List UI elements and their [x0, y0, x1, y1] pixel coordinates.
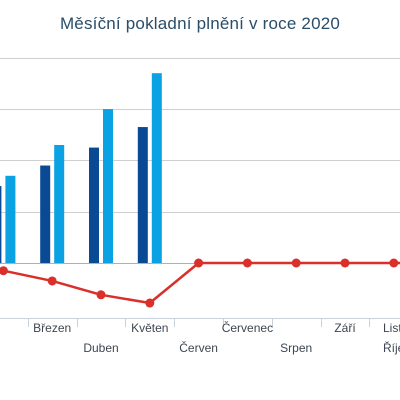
bar-s0-Květen	[137, 127, 148, 264]
bar-s1-Leden	[5, 175, 16, 263]
x-tick-label-9: List	[383, 321, 400, 335]
x-tick-label-5: Červenec	[222, 320, 273, 335]
x-tick-label-1: Březen	[33, 321, 71, 335]
bar-s1-Březen	[54, 145, 65, 263]
x-tick-label-7: Září	[334, 321, 356, 335]
line-point-Květen	[145, 298, 155, 308]
x-tick-label-8: Říjen	[383, 340, 400, 355]
x-tick-label-6: Srpen	[280, 341, 312, 355]
bar-s0-Leden	[0, 186, 2, 263]
line-point-Březen	[47, 276, 57, 286]
line-point-Září	[340, 258, 350, 268]
line-point-Duben	[96, 290, 106, 300]
line-point-Říjen	[389, 258, 399, 268]
bar-s1-Květen	[151, 73, 162, 263]
bar-s0-Březen	[40, 165, 51, 263]
x-tick-label-2: Duben	[83, 341, 118, 355]
line-point-Srpen	[291, 258, 301, 268]
line-point-Červenec	[242, 258, 252, 268]
x-tick-label-4: Červen	[179, 340, 218, 355]
line-point-Leden	[0, 266, 8, 276]
chart-title: Měsíční pokladní plnění v roce 2020	[59, 14, 341, 33]
x-tick-label-3: Květen	[131, 321, 168, 335]
bar-s0-Duben	[89, 147, 99, 263]
line-series	[3, 261, 400, 305]
line-point-Červen	[194, 258, 204, 268]
bar-s1-Duben	[103, 109, 113, 263]
